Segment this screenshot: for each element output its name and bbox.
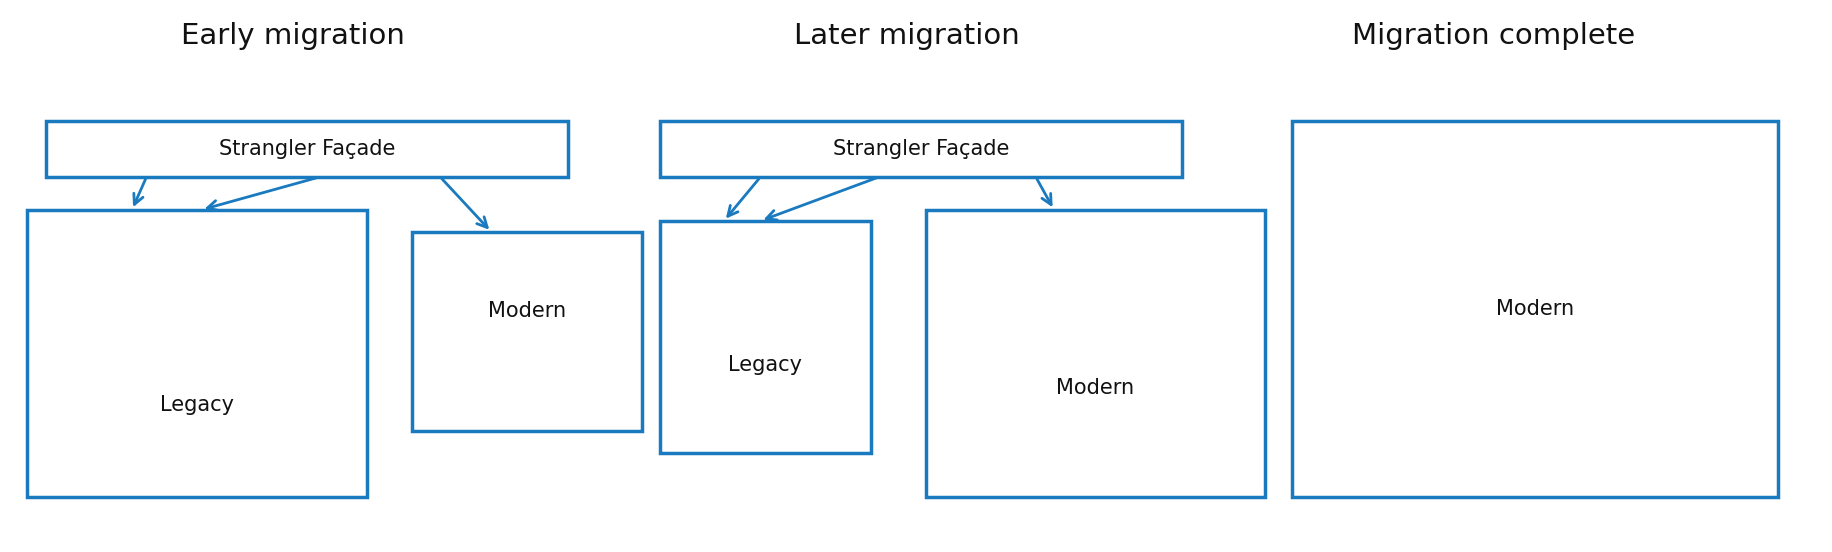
- FancyBboxPatch shape: [1292, 121, 1777, 497]
- Text: Later migration: Later migration: [793, 22, 1020, 50]
- FancyBboxPatch shape: [27, 210, 366, 497]
- FancyBboxPatch shape: [660, 121, 1182, 177]
- FancyBboxPatch shape: [412, 232, 641, 431]
- Text: Legacy: Legacy: [727, 354, 802, 375]
- Text: Migration complete: Migration complete: [1352, 22, 1634, 50]
- Text: Strangler Façade: Strangler Façade: [832, 139, 1009, 159]
- FancyBboxPatch shape: [925, 210, 1264, 497]
- FancyBboxPatch shape: [46, 121, 568, 177]
- Text: Strangler Façade: Strangler Façade: [218, 139, 396, 159]
- Text: Early migration: Early migration: [181, 22, 405, 50]
- Text: Modern: Modern: [1495, 299, 1574, 319]
- FancyBboxPatch shape: [660, 221, 870, 453]
- Text: Legacy: Legacy: [159, 395, 234, 415]
- Text: Modern: Modern: [487, 301, 566, 321]
- Text: Modern: Modern: [1055, 378, 1134, 398]
